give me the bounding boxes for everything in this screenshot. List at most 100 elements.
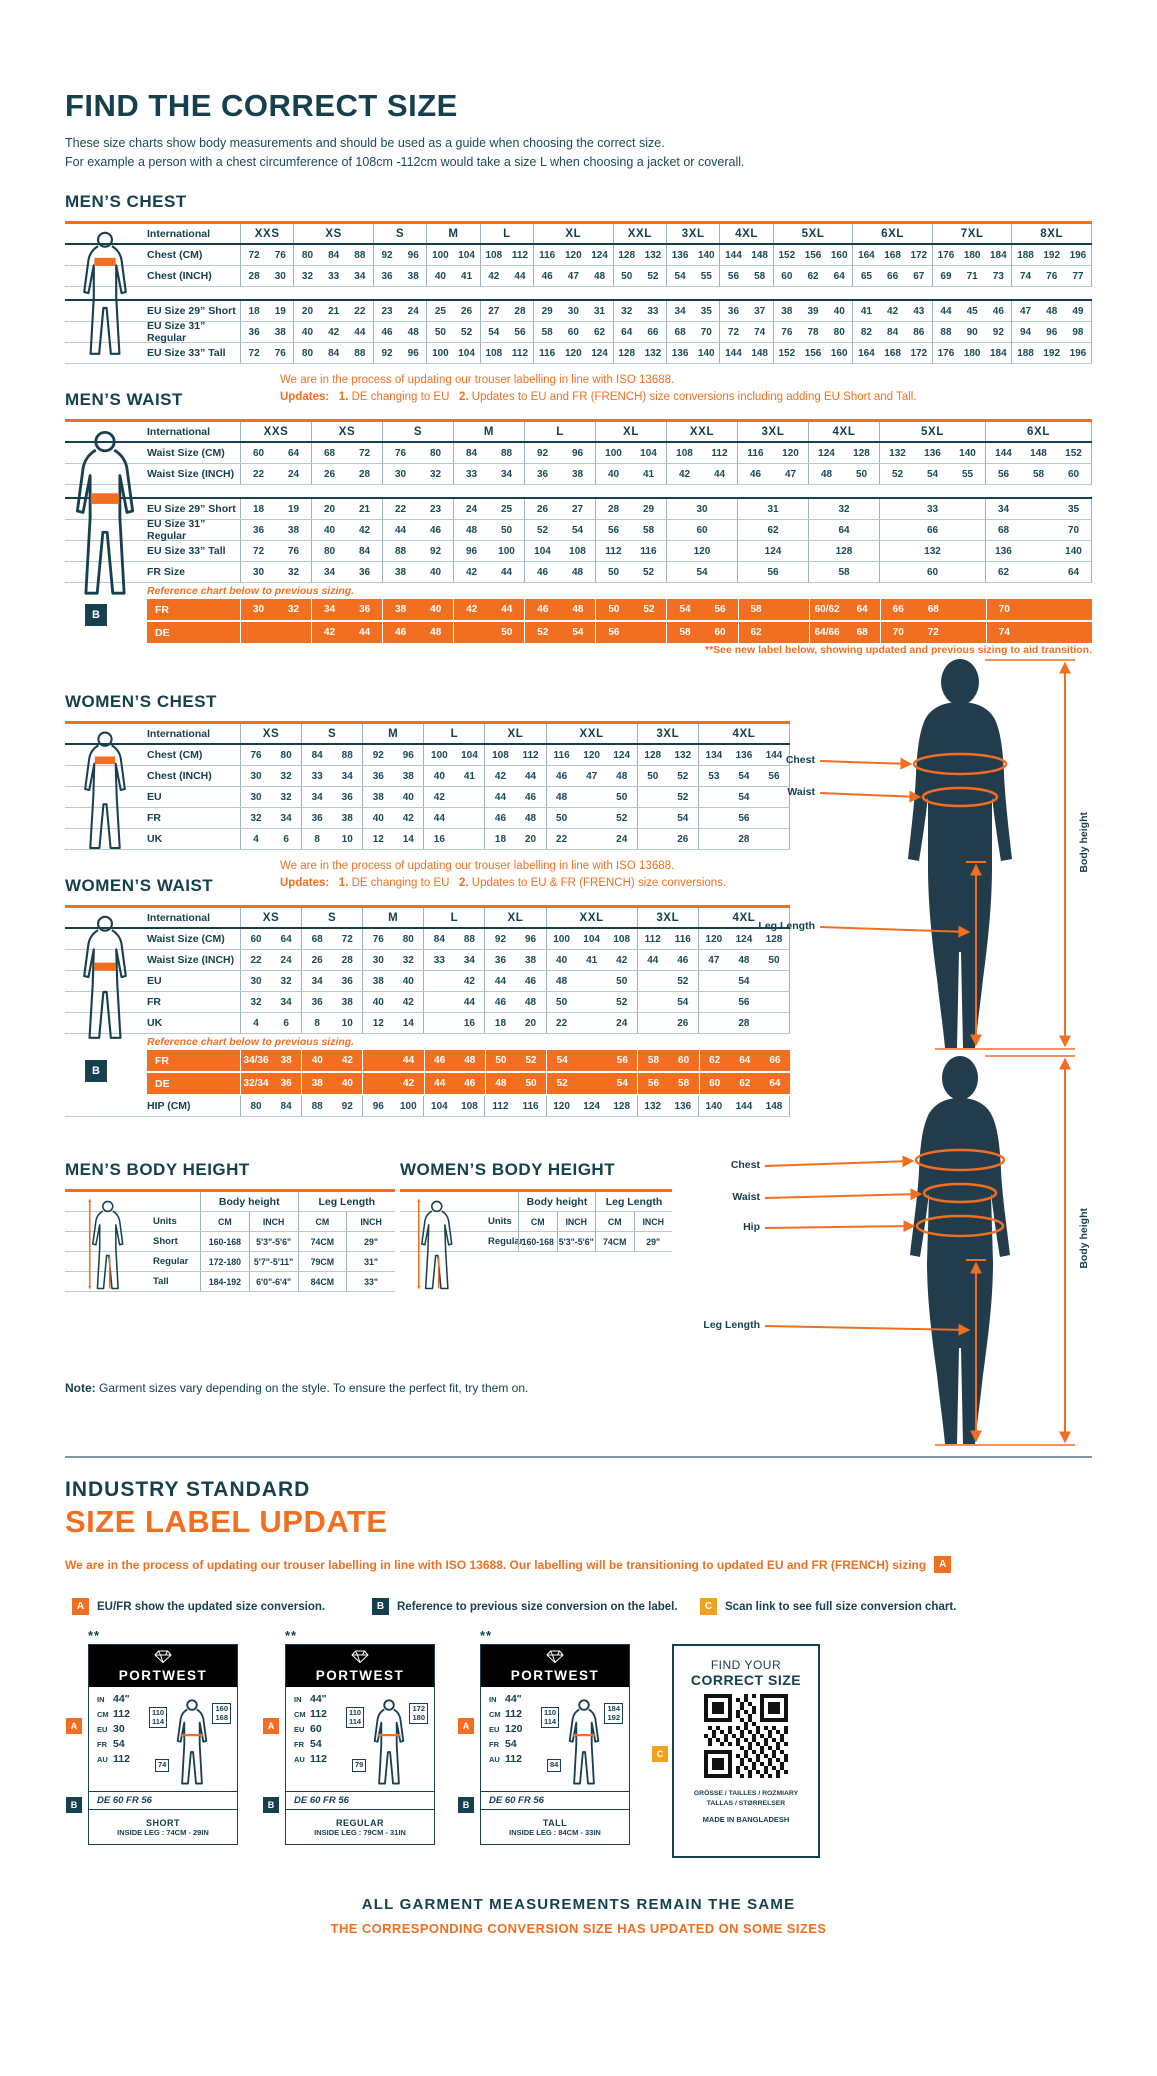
size-value: 30 bbox=[372, 954, 384, 966]
size-value: 74 bbox=[998, 627, 1010, 638]
size-value: 82 bbox=[860, 326, 872, 338]
size-value: 60 bbox=[926, 566, 939, 578]
table-cell: CM bbox=[200, 1212, 249, 1231]
size-value: 92 bbox=[381, 347, 393, 359]
table-row: Chest (CM) 72 76 80 84 88 92 96 100 104 108 112 116 1… bbox=[65, 245, 1092, 266]
size-cell: 134 136 144 bbox=[697, 745, 790, 765]
size-value: 40 bbox=[311, 1055, 323, 1066]
table-row: Chest (INCH) 30 32 33 34 36 38 40 41 42 44 46 47 48 50… bbox=[65, 766, 790, 787]
size-cell: 120 124 128 bbox=[697, 929, 790, 949]
size-readout-row: IN 44" bbox=[489, 1693, 541, 1708]
size-cell: 62 64 66 bbox=[698, 1050, 790, 1071]
size-value: 54 bbox=[926, 468, 939, 480]
size-cell: 60 62 64 bbox=[772, 266, 853, 286]
size-column-label: S bbox=[328, 911, 337, 924]
size-cell: 58 60 62 bbox=[533, 322, 613, 342]
size-value: 28 bbox=[607, 503, 620, 515]
size-value: 176 bbox=[937, 347, 955, 359]
size-cell: 92 96 bbox=[362, 745, 423, 765]
size-value: 76 bbox=[394, 447, 407, 459]
size-value: 12 bbox=[372, 1017, 384, 1029]
table-cell: 160-168 bbox=[518, 1232, 557, 1251]
size-value: 43 bbox=[913, 305, 925, 317]
garment-label-card: ** PORTWEST IN 44" CM 112 EU 60 FR 54 AU 112 110 114 1… bbox=[263, 1628, 435, 1845]
waist-measure-label: Waist bbox=[787, 786, 815, 798]
size-cell: 136 140 bbox=[666, 343, 719, 363]
size-value: 20 bbox=[323, 503, 336, 515]
table-row: Tall 184-192 6'0"-6'4" 84CM 33" bbox=[65, 1272, 395, 1292]
size-value: 128 bbox=[618, 249, 636, 261]
size-value: 72 bbox=[252, 545, 265, 557]
size-value: 152 bbox=[778, 347, 796, 359]
size-value: 6 bbox=[283, 1017, 289, 1029]
size-cell: 84 88 bbox=[301, 745, 362, 765]
size-system-label: EU bbox=[294, 1725, 305, 1734]
size-readout-row: CM 112 bbox=[97, 1708, 149, 1723]
size-value: 28 bbox=[738, 1017, 750, 1029]
size-value: 47 bbox=[784, 468, 797, 480]
size-column-label: XS bbox=[325, 227, 342, 240]
size-cell: 46 48 bbox=[524, 599, 595, 620]
size-cell: 176 180 184 bbox=[931, 245, 1012, 265]
size-value: 36 bbox=[536, 468, 549, 480]
size-value: 62 bbox=[767, 524, 779, 536]
size-value: 22 bbox=[252, 468, 265, 480]
size-value: 46 bbox=[429, 524, 442, 536]
size-column-header: XXL bbox=[666, 422, 737, 441]
qr-size-card: FIND YOUR CORRECT SIZE GRÖSSE / TAILLES … bbox=[652, 1644, 820, 1858]
section-mens-body-height: MEN’S BODY HEIGHT Body height Leg Length U… bbox=[65, 1160, 395, 1292]
table-row: Units CM INCH CM INCH bbox=[400, 1212, 672, 1232]
size-value: 84 bbox=[311, 749, 323, 761]
size-value: 4 bbox=[253, 1017, 259, 1029]
size-value: 40 bbox=[372, 812, 384, 824]
size-value: 41 bbox=[463, 770, 475, 782]
size-value: 53 bbox=[708, 770, 720, 782]
page-subtitle-2: For example a person with a chest circum… bbox=[65, 155, 745, 170]
size-cell: 46 47 bbox=[737, 464, 808, 484]
size-column-label: S bbox=[413, 425, 423, 438]
size-value: 124 bbox=[591, 249, 608, 261]
size-cell: 188 192 196 bbox=[1011, 343, 1092, 363]
size-value: 88 bbox=[354, 347, 366, 359]
size-value: 184 bbox=[990, 249, 1007, 261]
size-column-label: 5XL bbox=[801, 227, 825, 240]
table-gap-row bbox=[65, 287, 1092, 301]
industry-standard-heading: INDUSTRY STANDARD bbox=[65, 1478, 311, 1501]
row-label: UK bbox=[147, 833, 163, 845]
size-value: 128 bbox=[765, 933, 783, 945]
size-value: 76 bbox=[1046, 270, 1058, 282]
size-value: 62 bbox=[807, 270, 819, 282]
size-value: 19 bbox=[287, 503, 300, 515]
size-system-label: CM bbox=[489, 1710, 501, 1719]
size-value: 112 bbox=[511, 347, 529, 359]
size-value: 54 bbox=[571, 524, 584, 536]
size-cell: 74 76 77 bbox=[1011, 266, 1092, 286]
size-cell: 72 74 bbox=[719, 322, 772, 342]
size-value: 56 bbox=[647, 1078, 660, 1089]
size-value: 54 bbox=[738, 975, 750, 987]
qr-code bbox=[704, 1694, 788, 1783]
size-cell: 92 96 bbox=[372, 343, 426, 363]
size-value: 92 bbox=[536, 447, 549, 459]
size-value: 192 bbox=[1043, 249, 1061, 261]
size-value: 100 bbox=[399, 1100, 417, 1112]
size-value: 54 bbox=[556, 1055, 568, 1066]
size-value: 112 bbox=[522, 749, 539, 761]
size-cell: 47 48 50 bbox=[697, 950, 790, 970]
table-cell: INCH bbox=[556, 1212, 596, 1231]
size-cell: 40 41 42 bbox=[545, 950, 637, 970]
size-value: 70 bbox=[998, 604, 1010, 615]
size-readout-row: AU 112 bbox=[97, 1753, 149, 1768]
size-value: 40 bbox=[372, 996, 384, 1008]
size-value: 60 bbox=[678, 1055, 690, 1066]
size-value: 42 bbox=[466, 604, 478, 615]
size-value: 156 bbox=[804, 347, 822, 359]
size-value: 50 bbox=[608, 604, 620, 615]
size-value: 44 bbox=[359, 627, 371, 638]
size-cell: 82 84 86 bbox=[852, 322, 932, 342]
legend-row: A EU/FR show the updated size conversion… bbox=[65, 1598, 1092, 1618]
size-cell: 176 180 184 bbox=[931, 343, 1012, 363]
size-value: 41 bbox=[860, 305, 872, 317]
size-value: 40 bbox=[341, 1078, 353, 1089]
size-value: 68 bbox=[323, 447, 336, 459]
